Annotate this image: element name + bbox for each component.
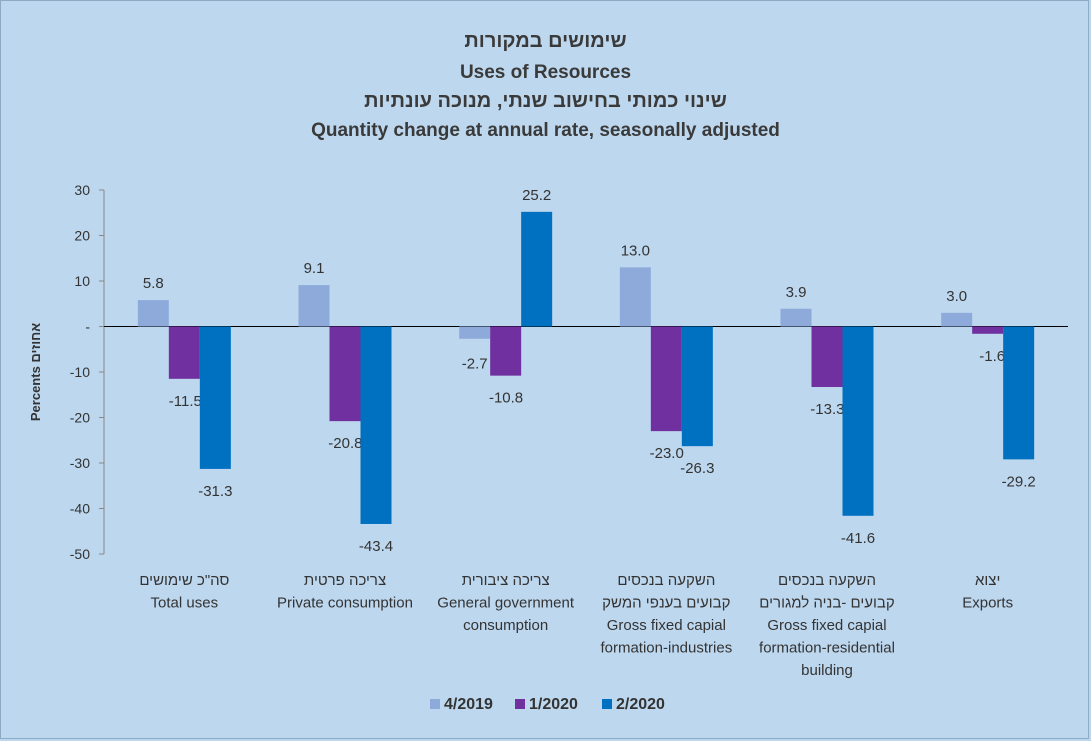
legend-swatch-1-2020 <box>515 699 525 709</box>
category-label: General government <box>437 595 575 612</box>
data-label: 9.1 <box>304 260 325 277</box>
y-tick-label: 30 <box>74 182 90 198</box>
chart-title-hebrew: שימושים במקורות <box>464 30 627 52</box>
bar-4-2019 <box>298 285 330 327</box>
data-label: -43.4 <box>359 538 393 555</box>
category-label: קבועים בענפי המשק <box>602 595 730 612</box>
y-tick-label: 10 <box>74 273 90 289</box>
category-label: השקעה בנכסים <box>617 572 715 589</box>
category-label: Gross fixed capial <box>607 617 726 634</box>
category-label: יצוא <box>975 572 1000 589</box>
data-label: -13.3 <box>810 401 844 418</box>
bar-2-2020 <box>521 211 553 327</box>
y-tick-label: - <box>85 319 90 335</box>
bar-4-2019 <box>137 300 169 327</box>
category-label: Gross fixed capial <box>767 617 886 634</box>
data-label: 5.8 <box>143 275 164 292</box>
category-label: סה"כ שימושים <box>139 572 229 589</box>
y-tick-label: -50 <box>70 546 90 562</box>
category-label: צריכה פרטית <box>304 572 386 589</box>
data-label: -23.0 <box>650 445 684 462</box>
bar-4-2019 <box>459 326 491 339</box>
bar-2-2020 <box>360 326 392 524</box>
chart-subtitle-hebrew: שינוי כמותי בחישוב שנתי, מנוכה עונתיות <box>364 90 727 112</box>
category-label: building <box>801 662 853 679</box>
bar-1-2020 <box>490 326 522 376</box>
data-label: -11.5 <box>169 393 202 410</box>
y-tick-label: -10 <box>70 364 90 380</box>
y-tick-label: -20 <box>70 410 90 426</box>
data-label: -1.6 <box>979 348 1005 365</box>
category-label: השקעה בנכסים <box>778 572 876 589</box>
data-label: -10.8 <box>489 390 523 407</box>
y-tick-label: -30 <box>70 455 90 471</box>
bar-1-2020 <box>168 326 200 379</box>
bar-2-2020 <box>199 326 231 469</box>
data-label: -41.6 <box>841 530 875 547</box>
legend-label: 4/2019 <box>444 696 493 713</box>
bar-2-2020 <box>842 326 874 516</box>
data-label: 3.9 <box>786 284 807 301</box>
y-tick-label: 20 <box>74 228 90 244</box>
chart-title-english: Uses of Resources <box>459 62 632 83</box>
legend-label: 2/2020 <box>616 696 665 713</box>
data-label: 25.2 <box>522 187 551 204</box>
bar-2-2020 <box>1003 326 1035 460</box>
bar-4-2019 <box>780 308 812 327</box>
data-label: -31.3 <box>198 483 232 500</box>
data-label: 13.0 <box>621 242 650 259</box>
data-label: -2.7 <box>462 356 488 373</box>
legend-swatch-2-2020 <box>602 699 612 709</box>
bar-4-2019 <box>619 267 651 327</box>
category-label: formation-industries <box>600 640 732 657</box>
chart-subtitle-english: Quantity change at annual rate, seasonal… <box>311 120 780 141</box>
data-label: -26.3 <box>680 460 714 477</box>
bar-1-2020 <box>650 326 682 432</box>
bar-2-2020 <box>681 326 713 447</box>
bar-4-2019 <box>941 312 973 327</box>
y-axis-label: Percents אחוזים <box>28 323 43 421</box>
y-tick-label: -40 <box>70 501 90 517</box>
category-label: קבועים -בניה למגורים <box>759 595 895 612</box>
bar-1-2020 <box>329 326 361 422</box>
legend-swatch-4-2019 <box>430 699 440 709</box>
bar-1-2020 <box>811 326 843 388</box>
data-label: -20.8 <box>328 435 362 452</box>
category-label: formation-residential <box>759 640 895 657</box>
legend-label: 1/2020 <box>529 696 578 713</box>
category-label: Exports <box>962 595 1013 612</box>
category-label: Private consumption <box>277 595 413 612</box>
category-label: consumption <box>463 617 548 634</box>
category-label: צריכה ציבורית <box>462 572 550 589</box>
data-label: -29.2 <box>1002 473 1036 490</box>
bar-1-2020 <box>972 326 1004 334</box>
data-label: 3.0 <box>946 288 967 305</box>
category-label: Total uses <box>151 595 219 612</box>
